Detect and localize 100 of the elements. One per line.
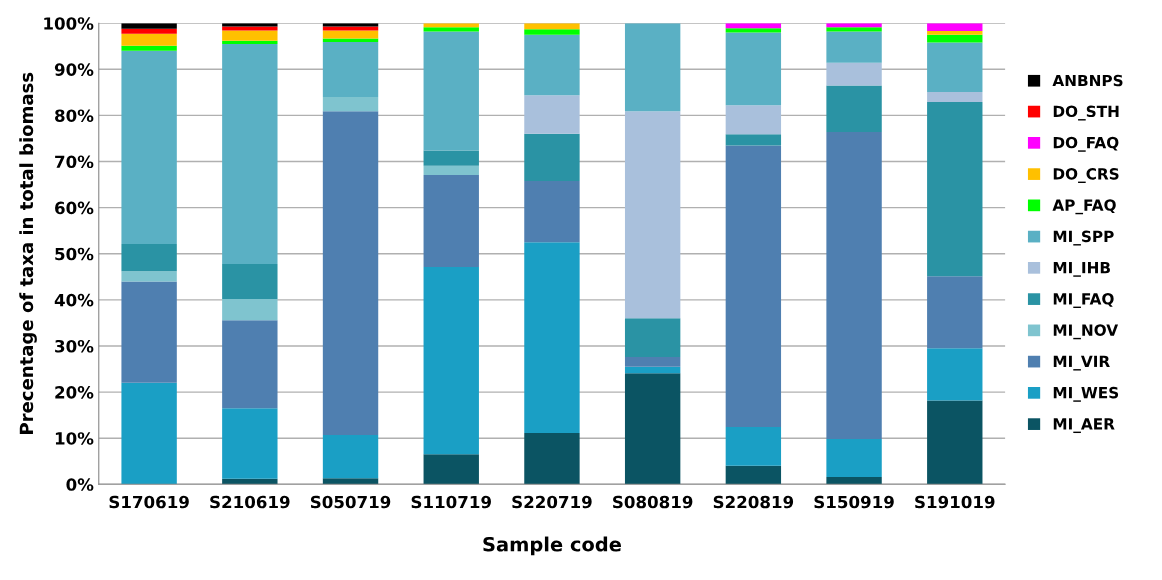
y-tick-label: 50% (55, 247, 94, 261)
y-tick-label: 80% (55, 109, 94, 122)
bar (423, 31, 479, 151)
x-tick-label: S191019 (915, 495, 995, 509)
bar (725, 134, 782, 146)
bar (423, 267, 479, 455)
bar (423, 165, 479, 175)
legend-label: DO_FAQ (1053, 136, 1119, 152)
bar (322, 38, 379, 43)
x-tick-label: S150919 (814, 495, 894, 509)
bar (423, 27, 479, 32)
legend-label: MI_VIR (1053, 355, 1110, 371)
x-tick-label: S220719 (512, 495, 592, 509)
bar (121, 271, 177, 282)
bar (927, 348, 983, 401)
bar (524, 95, 580, 134)
y-tick-label: 40% (54, 293, 94, 307)
bar (222, 43, 278, 264)
bar (322, 96, 379, 112)
bar (524, 433, 580, 485)
bar (826, 62, 882, 86)
bar (322, 478, 379, 485)
y-tick-label: 70% (55, 155, 94, 169)
bar (826, 85, 882, 133)
x-tick-label: S080819 (613, 495, 693, 509)
x-tick-label: S050719 (310, 495, 391, 509)
bar (222, 263, 278, 299)
bar (222, 320, 278, 409)
bar (927, 400, 983, 485)
bar (524, 133, 580, 181)
bar (322, 26, 379, 31)
bar (725, 32, 782, 106)
bar (624, 23, 681, 112)
bar (121, 50, 177, 245)
bar (524, 242, 580, 434)
legend-label: MI_AER (1053, 418, 1115, 434)
legend-label: DO_CRS (1053, 168, 1119, 184)
legend-label: MI_NOV (1053, 324, 1119, 340)
bar (725, 28, 782, 33)
bar (121, 382, 177, 485)
bar (222, 26, 278, 31)
bar (624, 366, 681, 374)
y-axis-title: Precentage of taxa in total biomass (19, 72, 37, 434)
bar (927, 31, 983, 35)
bar (927, 91, 983, 103)
bar (624, 373, 681, 485)
bar (121, 45, 177, 51)
bar (826, 132, 882, 440)
bar (322, 42, 379, 97)
x-tick-label: S220819 (713, 495, 794, 509)
bar (524, 180, 580, 243)
legend-label: MI_WES (1053, 386, 1119, 402)
bar (725, 465, 782, 485)
bar (222, 298, 278, 321)
bar (524, 34, 580, 96)
x-axis-title: Sample code (483, 536, 621, 556)
bar (927, 42, 983, 92)
bar (322, 434, 379, 479)
bar (826, 31, 882, 63)
bar (423, 454, 479, 485)
bar (222, 408, 278, 479)
bar (927, 276, 983, 349)
y-tick-label: 90% (54, 63, 94, 76)
bar (423, 174, 479, 268)
bar (725, 427, 782, 466)
bar (121, 28, 177, 34)
y-tick-label: 100% (44, 17, 94, 30)
bar (624, 318, 681, 358)
legend-label: DO_STH (1053, 105, 1119, 121)
bar (826, 27, 882, 32)
x-tick-label: S210619 (210, 495, 290, 509)
bar (121, 244, 177, 272)
bar (121, 33, 177, 46)
y-tick-label: 60% (55, 201, 94, 215)
bar (222, 40, 278, 44)
bar (826, 476, 882, 485)
legend-label: ANBNPS (1052, 74, 1123, 87)
bar (524, 29, 580, 35)
bar (927, 102, 983, 277)
bar (624, 111, 681, 319)
x-tick-label: S110719 (411, 495, 491, 509)
bar (927, 34, 983, 43)
bar (423, 150, 479, 166)
y-tick-label: 30% (55, 339, 94, 353)
x-tick-label: S170619 (109, 495, 189, 509)
bar (222, 30, 278, 41)
legend-label: AP_FAQ (1052, 199, 1116, 215)
bar (322, 111, 379, 435)
bar (624, 357, 681, 367)
legend-label: MI_SPP (1053, 230, 1114, 246)
bar (121, 281, 177, 383)
y-tick-label: 20% (55, 386, 94, 399)
bar (826, 439, 882, 477)
legend-label: MI_IHB (1053, 262, 1110, 277)
y-tick-label: 0% (66, 478, 94, 491)
legend-label: MI_FAQ (1053, 293, 1114, 309)
y-tick-label: 10% (55, 432, 94, 445)
bar (725, 105, 782, 135)
bar (121, 23, 177, 29)
bar (222, 478, 278, 485)
